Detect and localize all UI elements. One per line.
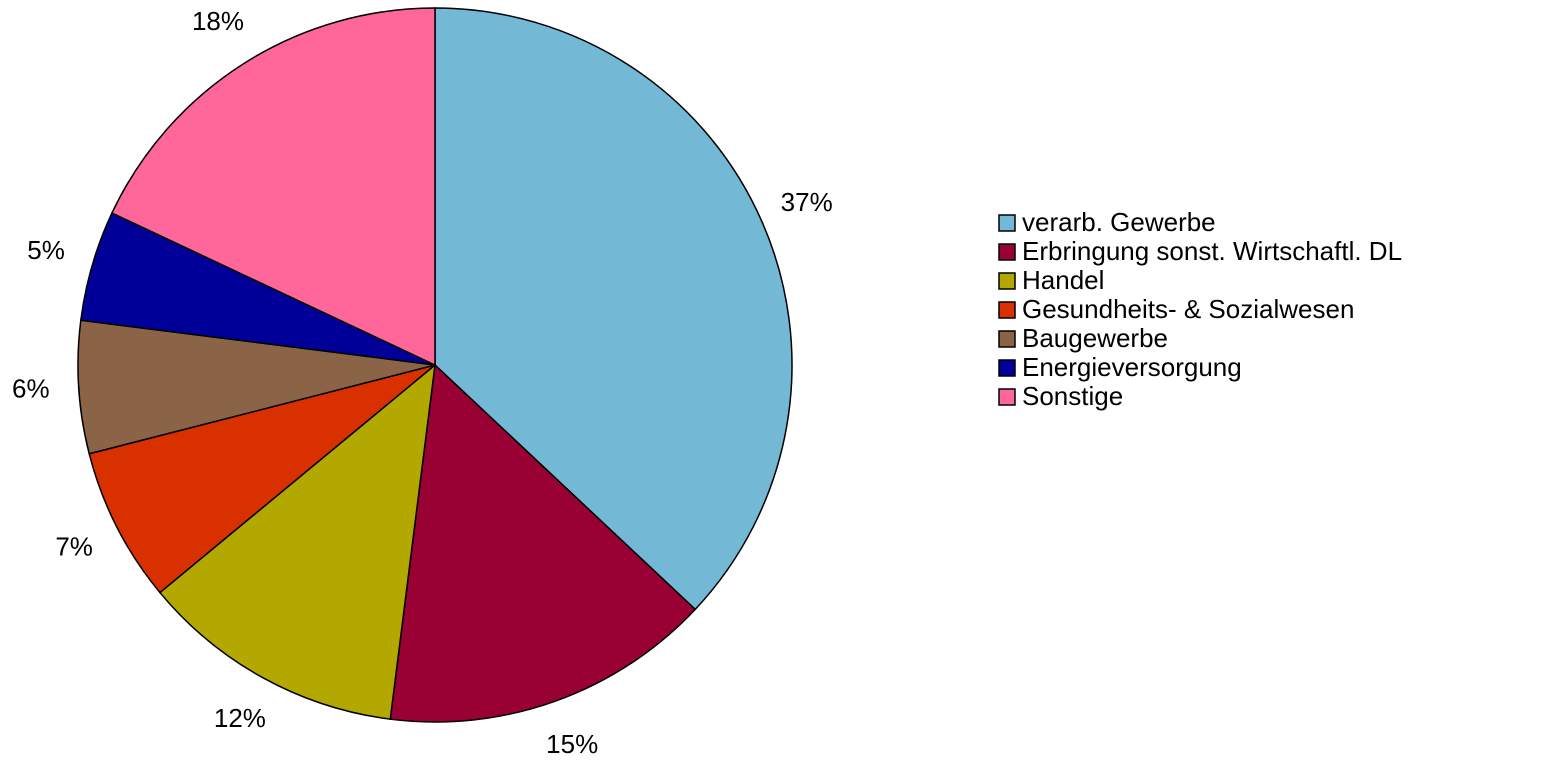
legend-swatch bbox=[998, 330, 1016, 348]
pie-slice bbox=[434, 7, 793, 611]
pie-slice bbox=[158, 363, 436, 721]
pie-slice bbox=[88, 364, 436, 594]
data-label: 12% bbox=[214, 703, 266, 733]
legend-label: Sonstige bbox=[1022, 381, 1123, 411]
pie-slice bbox=[77, 319, 436, 455]
data-label: 18% bbox=[192, 6, 244, 36]
legend-label: Handel bbox=[1022, 265, 1104, 295]
legend-swatch bbox=[998, 272, 1016, 290]
pie-slice bbox=[110, 7, 436, 367]
data-label: 37% bbox=[781, 187, 833, 217]
legend-swatch bbox=[998, 388, 1016, 406]
data-label: 15% bbox=[546, 729, 598, 759]
pie-slice bbox=[389, 363, 697, 723]
legend-swatch bbox=[998, 243, 1016, 261]
legend-label: verarb. Gewerbe bbox=[1022, 207, 1216, 237]
data-label: 5% bbox=[27, 235, 65, 265]
legend-label: Baugewerbe bbox=[1022, 323, 1168, 353]
legend-swatch bbox=[998, 214, 1016, 232]
legend-label: Gesundheits- & Sozialwesen bbox=[1022, 294, 1354, 324]
legend-swatch bbox=[998, 359, 1016, 377]
legend-label: Energieversorgung bbox=[1022, 352, 1242, 382]
legend-swatch bbox=[998, 301, 1016, 319]
data-label: 6% bbox=[12, 373, 50, 403]
legend-label: Erbringung sonst. Wirtschaftl. DL bbox=[1022, 236, 1402, 266]
data-label: 7% bbox=[55, 532, 93, 562]
